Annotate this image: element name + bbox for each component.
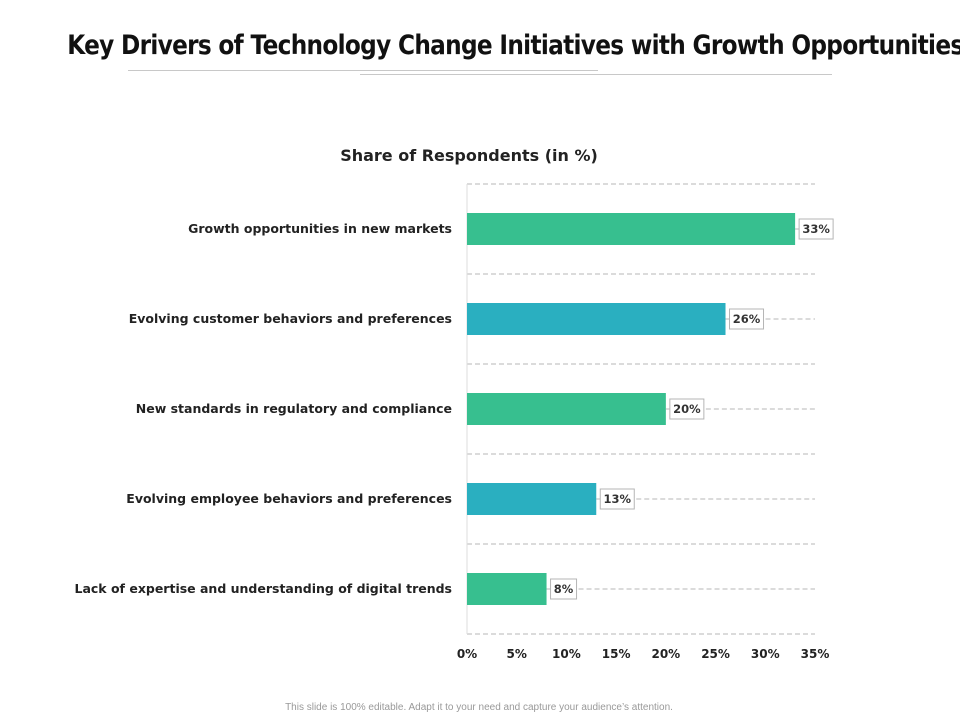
bar xyxy=(467,213,796,245)
category-label: Evolving customer behaviors and preferen… xyxy=(129,311,452,326)
data-label-box xyxy=(599,488,635,510)
category-label: New standards in regulatory and complian… xyxy=(136,401,452,416)
slide-title: Key Drivers of Technology Change Initiat… xyxy=(67,30,960,61)
x-tick-label: 0% xyxy=(457,647,477,661)
data-label-box xyxy=(729,308,765,330)
title-underline-right xyxy=(360,74,832,75)
data-label: 20% xyxy=(673,402,701,416)
data-label-box xyxy=(669,398,705,420)
x-tick-label: 15% xyxy=(602,647,631,661)
x-tick-label: 20% xyxy=(651,647,680,661)
category-label: Lack of expertise and understanding of d… xyxy=(74,581,452,596)
x-tick-label: 5% xyxy=(507,647,527,661)
x-tick-label: 25% xyxy=(701,647,730,661)
x-tick-label: 35% xyxy=(801,647,830,661)
bar xyxy=(467,573,547,605)
data-label-box xyxy=(550,578,578,600)
title-underline-left xyxy=(128,70,598,71)
data-label: 26% xyxy=(733,312,761,326)
footer-note: This slide is 100% editable. Adapt it to… xyxy=(285,702,673,713)
category-label: Growth opportunities in new markets xyxy=(188,221,452,236)
bar xyxy=(467,393,666,425)
data-label: 8% xyxy=(554,582,574,596)
data-label: 13% xyxy=(603,492,631,506)
x-tick-label: 30% xyxy=(751,647,780,661)
chart-title: Share of Respondents (in %) xyxy=(340,146,598,165)
x-tick-label: 10% xyxy=(552,647,581,661)
bar xyxy=(467,303,726,335)
data-label: 33% xyxy=(802,222,830,236)
category-label: Evolving employee behaviors and preferen… xyxy=(126,491,452,506)
bar xyxy=(467,483,597,515)
data-label-box xyxy=(798,218,834,240)
